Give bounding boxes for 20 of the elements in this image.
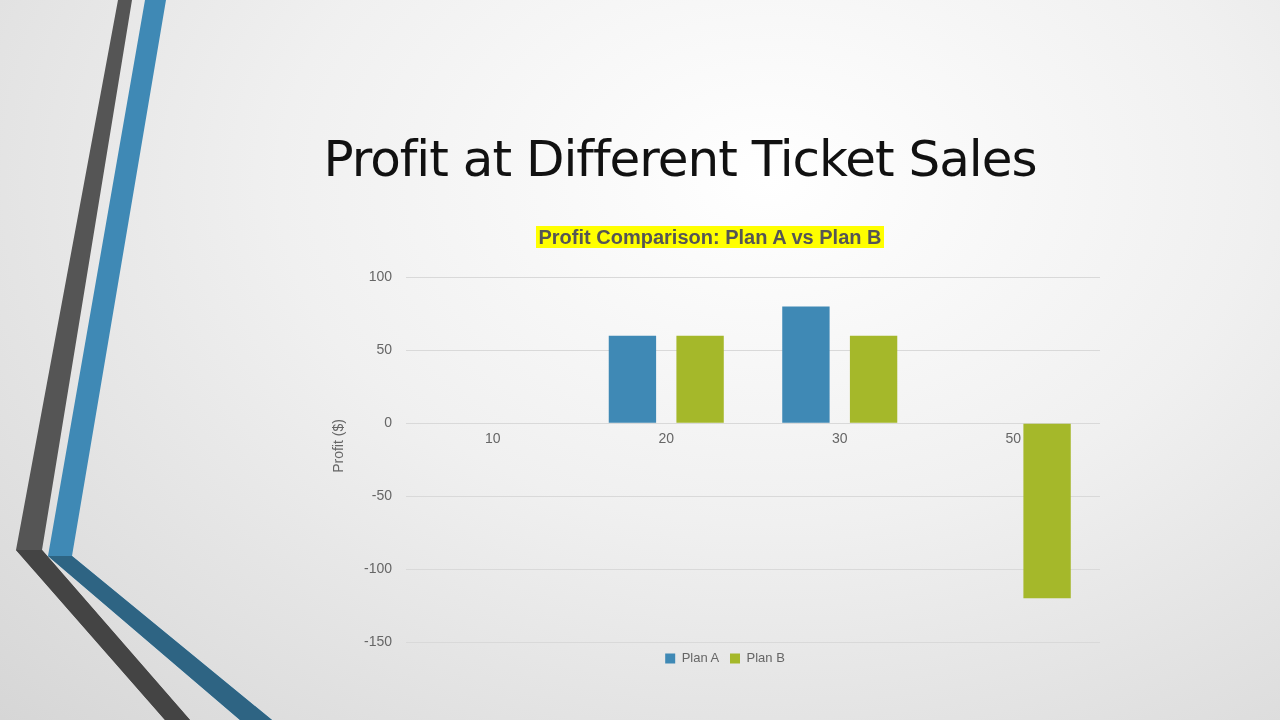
- y-tick-label: -50: [371, 487, 393, 504]
- y-tick-label: -150: [363, 632, 393, 649]
- y-tick-label: -100: [363, 559, 393, 576]
- y-tick-label: 100: [368, 268, 393, 285]
- y-tick-label: 0: [384, 414, 393, 431]
- bar: [676, 335, 724, 423]
- chart-subtitle: Profit Comparison: Plan A vs Plan B: [536, 226, 884, 248]
- y-axis-title: Profit ($): [330, 419, 346, 473]
- y-tick-label: 50: [376, 341, 393, 358]
- bar: [608, 335, 657, 423]
- chart-title: Profit at Different Ticket Sales: [322, 130, 1038, 188]
- bar: [1023, 423, 1071, 599]
- x-tick-label: 30: [831, 430, 848, 447]
- x-tick-label: 50: [1005, 430, 1022, 447]
- x-tick-label: 10: [484, 430, 501, 447]
- x-tick-label: 20: [658, 430, 675, 447]
- bar: [849, 335, 898, 423]
- legend-label: Plan B: [746, 650, 785, 666]
- bar: [782, 306, 830, 423]
- legend-label: Plan A: [681, 650, 720, 666]
